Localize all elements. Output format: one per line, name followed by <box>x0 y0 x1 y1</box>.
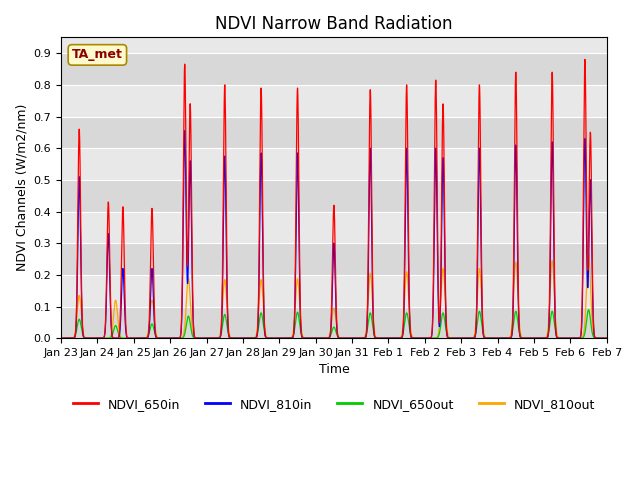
NDVI_810in <box>181 128 189 133</box>
NDVI_650out <box>603 336 611 341</box>
NDVI_650in <box>262 333 269 338</box>
Bar <box>61 212 607 243</box>
NDVI_810in <box>603 336 611 341</box>
NDVI_810in <box>262 334 269 339</box>
NDVI_810out <box>601 336 609 341</box>
NDVI_810out <box>409 335 417 341</box>
Title: NDVI Narrow Band Radiation: NDVI Narrow Band Radiation <box>215 15 452 33</box>
NDVI_650out <box>168 336 176 341</box>
NDVI_650out <box>585 307 593 312</box>
Bar <box>61 243 607 275</box>
NDVI_650in <box>603 336 611 341</box>
NDVI_810out <box>585 250 593 255</box>
Bar <box>61 117 607 148</box>
Bar <box>61 148 607 180</box>
Text: TA_met: TA_met <box>72 48 123 61</box>
NDVI_810in <box>174 336 182 341</box>
Y-axis label: NDVI Channels (W/m2/nm): NDVI Channels (W/m2/nm) <box>15 104 28 272</box>
NDVI_810out <box>57 336 65 341</box>
Legend: NDVI_650in, NDVI_810in, NDVI_650out, NDVI_810out: NDVI_650in, NDVI_810in, NDVI_650out, NDV… <box>68 393 600 416</box>
Bar <box>61 275 607 307</box>
NDVI_810out <box>603 336 611 341</box>
NDVI_650in <box>581 57 589 62</box>
NDVI_650out <box>487 336 495 341</box>
Bar <box>61 85 607 117</box>
X-axis label: Time: Time <box>319 363 349 376</box>
Bar <box>61 53 607 85</box>
Line: NDVI_650in: NDVI_650in <box>61 60 607 338</box>
NDVI_650in <box>487 336 495 341</box>
NDVI_650in <box>174 336 182 341</box>
NDVI_810in <box>168 336 176 341</box>
NDVI_810out <box>487 336 495 341</box>
NDVI_810in <box>487 336 495 341</box>
NDVI_650in <box>409 336 417 341</box>
Line: NDVI_650out: NDVI_650out <box>61 310 607 338</box>
NDVI_810out <box>174 336 182 341</box>
Line: NDVI_810out: NDVI_810out <box>61 252 607 338</box>
NDVI_650in <box>601 336 609 341</box>
NDVI_810in <box>57 336 65 341</box>
NDVI_810in <box>601 336 609 341</box>
NDVI_810in <box>410 336 417 341</box>
NDVI_650out <box>262 333 269 338</box>
NDVI_650out <box>601 336 609 341</box>
NDVI_810out <box>168 336 176 341</box>
NDVI_650out <box>409 335 417 341</box>
Bar <box>61 307 607 338</box>
NDVI_810out <box>262 329 269 335</box>
Line: NDVI_810in: NDVI_810in <box>61 131 607 338</box>
NDVI_650out <box>57 336 65 341</box>
Bar <box>61 180 607 212</box>
NDVI_650in <box>57 336 65 341</box>
NDVI_650in <box>168 336 176 341</box>
NDVI_650out <box>174 336 182 341</box>
